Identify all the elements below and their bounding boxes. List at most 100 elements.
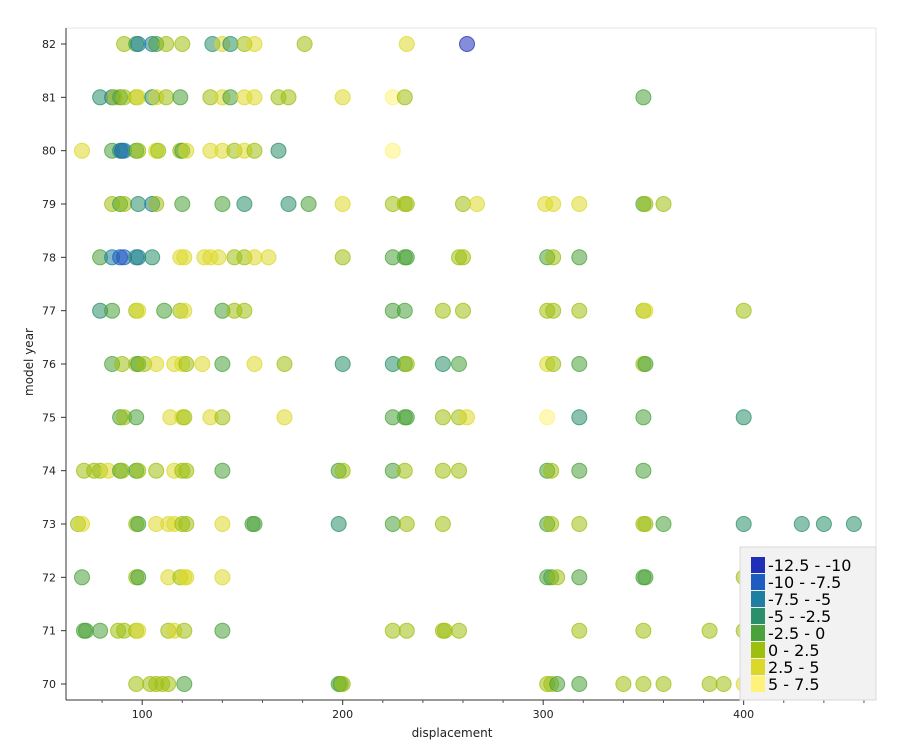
data-point — [296, 36, 313, 52]
data-point — [571, 249, 588, 266]
legend-swatch — [751, 642, 765, 658]
data-point — [128, 409, 145, 426]
data-point — [571, 356, 588, 372]
data-point — [178, 142, 195, 159]
data-point — [114, 356, 131, 372]
data-point — [398, 196, 415, 212]
data-point — [148, 462, 165, 479]
data-point — [300, 196, 317, 212]
points-layer — [70, 36, 862, 692]
data-point — [815, 516, 832, 532]
data-point — [571, 462, 588, 479]
data-point — [549, 676, 566, 692]
data-point — [571, 676, 588, 692]
data-point — [174, 36, 191, 52]
legend-swatch — [751, 591, 765, 607]
data-point — [214, 569, 231, 586]
legend-label: -5 - -2.5 — [768, 607, 831, 626]
data-point — [214, 462, 231, 479]
data-point — [655, 676, 672, 692]
data-point — [398, 249, 415, 266]
data-point — [637, 302, 654, 319]
data-point — [148, 196, 165, 212]
data-point — [434, 409, 451, 426]
data-point — [434, 462, 451, 479]
data-point — [545, 196, 562, 212]
data-point — [398, 516, 415, 532]
data-point — [130, 196, 147, 212]
data-point — [384, 142, 401, 159]
data-point — [130, 249, 147, 266]
data-point — [150, 142, 167, 159]
data-point — [214, 409, 231, 426]
data-point — [130, 569, 147, 586]
data-point — [158, 36, 175, 52]
data-point — [845, 516, 862, 532]
y-tick-label: 71 — [42, 625, 56, 638]
legend-label: -10 - -7.5 — [768, 573, 841, 592]
data-point — [334, 89, 351, 106]
y-tick-label: 77 — [42, 305, 56, 318]
data-point — [469, 196, 485, 212]
data-point — [635, 462, 652, 479]
data-point — [246, 249, 263, 266]
data-point — [92, 622, 109, 639]
y-tick-label: 82 — [42, 38, 56, 51]
data-point — [434, 356, 451, 372]
legend-label: -7.5 - -5 — [768, 590, 831, 609]
data-point — [571, 569, 588, 586]
data-point — [214, 356, 231, 372]
legend-swatch — [751, 659, 765, 675]
legend-label: 5 - 7.5 — [768, 675, 820, 694]
data-point — [735, 516, 752, 532]
data-point — [398, 356, 415, 372]
data-point — [455, 196, 471, 212]
data-point — [655, 516, 672, 532]
data-point — [334, 356, 351, 372]
legend-swatch — [751, 676, 765, 692]
legend-label: 0 - 2.5 — [768, 641, 820, 660]
x-axis-title: displacement — [412, 726, 493, 740]
data-point — [571, 516, 588, 532]
data-point — [176, 409, 193, 426]
data-point — [436, 622, 453, 639]
data-point — [543, 462, 560, 479]
data-point — [701, 676, 718, 692]
data-point — [434, 302, 451, 319]
data-point — [246, 356, 263, 372]
data-point — [637, 569, 654, 586]
data-point — [130, 89, 147, 106]
data-point — [158, 89, 175, 106]
data-point — [635, 409, 652, 426]
data-point — [396, 302, 413, 319]
data-point — [194, 356, 211, 372]
data-point — [398, 36, 415, 52]
y-tick-label: 79 — [42, 198, 56, 211]
data-point — [735, 302, 752, 319]
legend-swatch — [751, 574, 765, 590]
data-point — [130, 36, 147, 52]
data-point — [334, 196, 351, 212]
y-tick-label: 81 — [42, 91, 56, 104]
y-tick-label: 70 — [42, 678, 56, 691]
data-point — [130, 302, 147, 319]
data-point — [130, 622, 147, 639]
x-tick-label: 300 — [533, 708, 554, 721]
data-point — [455, 249, 471, 266]
data-point — [571, 196, 588, 212]
data-point — [793, 516, 810, 532]
data-point — [615, 676, 632, 692]
data-point — [635, 676, 652, 692]
data-point — [222, 89, 239, 106]
data-point — [571, 622, 588, 639]
legend-label: 2.5 - 5 — [768, 658, 820, 677]
data-point — [74, 142, 90, 159]
data-point — [246, 36, 263, 52]
data-point — [236, 196, 253, 212]
data-point — [451, 356, 467, 372]
data-point — [260, 249, 277, 266]
data-point — [160, 676, 177, 692]
data-point — [545, 356, 562, 372]
